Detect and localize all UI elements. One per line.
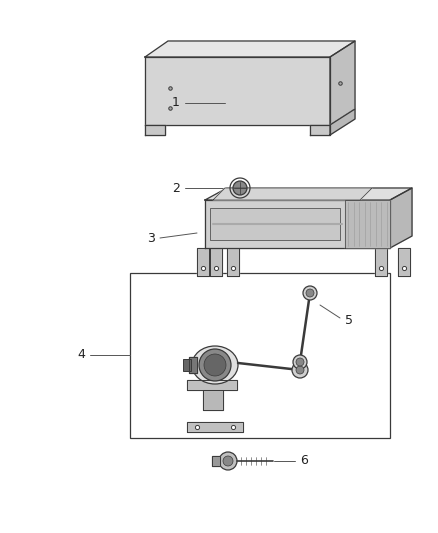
Polygon shape <box>189 357 197 373</box>
Circle shape <box>296 366 304 374</box>
Bar <box>210 208 340 240</box>
Polygon shape <box>330 109 355 135</box>
Polygon shape <box>330 41 355 125</box>
Text: 1: 1 <box>172 96 180 109</box>
Polygon shape <box>310 125 330 135</box>
Polygon shape <box>145 57 330 125</box>
Polygon shape <box>203 390 223 410</box>
Polygon shape <box>145 125 165 135</box>
Bar <box>183 359 191 371</box>
Polygon shape <box>187 422 243 432</box>
Circle shape <box>296 358 304 366</box>
Polygon shape <box>227 248 239 276</box>
Circle shape <box>204 354 226 376</box>
Circle shape <box>233 181 247 195</box>
Circle shape <box>303 286 317 300</box>
Polygon shape <box>197 248 209 276</box>
Polygon shape <box>390 188 412 248</box>
Text: 2: 2 <box>172 182 180 195</box>
Polygon shape <box>145 41 355 57</box>
Circle shape <box>219 452 237 470</box>
Circle shape <box>293 355 307 369</box>
Polygon shape <box>205 188 412 200</box>
Polygon shape <box>375 248 387 276</box>
Circle shape <box>306 289 314 297</box>
Text: 5: 5 <box>345 314 353 327</box>
Text: 4: 4 <box>77 349 85 361</box>
Polygon shape <box>212 456 220 466</box>
Polygon shape <box>210 248 222 276</box>
Polygon shape <box>398 248 410 276</box>
Text: 3: 3 <box>147 231 155 245</box>
Polygon shape <box>213 188 372 200</box>
Circle shape <box>223 456 233 466</box>
Bar <box>130 273 390 438</box>
Polygon shape <box>187 380 237 390</box>
Circle shape <box>292 362 308 378</box>
Ellipse shape <box>192 346 238 384</box>
Circle shape <box>199 349 231 381</box>
Text: 6: 6 <box>300 455 308 467</box>
Polygon shape <box>345 200 390 248</box>
Polygon shape <box>205 200 390 248</box>
